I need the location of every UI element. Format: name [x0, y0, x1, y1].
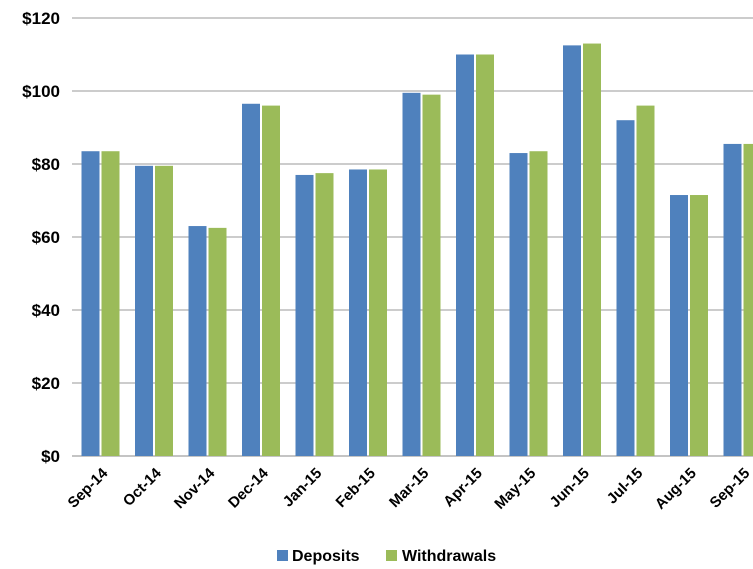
y-tick-label: $40: [32, 301, 60, 320]
x-axis-ticks: Sep-14 Oct-14 Nov-14 Dec-14 Jan-15 Feb-15 Mar-…: [65, 464, 753, 512]
y-tick-label: $80: [32, 155, 60, 174]
bar-withdrawals-oct-14: [155, 165, 173, 456]
bar-withdrawals-aug-15: [690, 195, 708, 456]
legend-label-withdrawals: Withdrawals: [402, 548, 496, 565]
bar-deposits-aug-15: [670, 195, 688, 456]
bar-withdrawals-jun-15: [583, 43, 601, 457]
x-tick-label: Nov-14: [171, 464, 219, 512]
x-tick-label: Jan-15: [280, 465, 326, 511]
bar-deposits-may-15: [509, 153, 528, 457]
x-tick-label: Mar-15: [386, 465, 432, 511]
x-tick-label: Aug-15: [652, 465, 700, 513]
bar-withdrawals-may-15: [529, 151, 548, 456]
y-tick-label: $20: [32, 374, 60, 393]
bar-deposits-mar-15: [402, 92, 421, 456]
bar-withdrawals-sep-14: [101, 151, 120, 456]
x-tick-label: Sep-15: [707, 465, 753, 512]
x-tick-label: Jul-15: [604, 465, 647, 508]
y-tick-label: $0: [41, 447, 60, 466]
legend-swatch-deposits: [277, 550, 288, 561]
bar-withdrawals-jul-15: [636, 105, 655, 456]
x-tick-label: Dec-14: [225, 464, 272, 511]
x-tick-label: Feb-15: [333, 465, 379, 511]
y-tick-label: $60: [32, 228, 60, 247]
x-tick-label: Oct-14: [120, 464, 165, 509]
x-tick-label: Jun-15: [547, 465, 593, 511]
bar-deposits-sep-14: [81, 151, 100, 456]
bar-withdrawals-mar-15: [422, 94, 441, 457]
legend-swatch-withdrawals: [386, 550, 397, 561]
x-tick-label: Apr-15: [440, 465, 486, 511]
bar-deposits-oct-14: [135, 165, 153, 456]
bar-withdrawals-nov-14: [208, 227, 227, 456]
x-tick-label: Sep-14: [65, 464, 112, 511]
bar-withdrawals-jan-15: [315, 173, 334, 456]
y-axis-ticks: $0 $20 $40 $60 $80 $100 $120: [22, 9, 60, 466]
legend: Deposits Withdrawals: [277, 548, 496, 565]
bar-withdrawals-sep-15: [743, 143, 753, 457]
bar-deposits-apr-15: [456, 54, 474, 456]
x-tick-label: May-15: [491, 465, 539, 513]
y-tick-label: $120: [22, 9, 60, 28]
bar-deposits-nov-14: [188, 226, 207, 456]
bar-deposits-jan-15: [295, 174, 314, 456]
bar-deposits-feb-15: [349, 169, 367, 456]
bar-withdrawals-apr-15: [476, 54, 494, 456]
y-tick-label: $100: [22, 82, 60, 101]
bar-withdrawals-dec-14: [262, 105, 280, 456]
legend-label-deposits: Deposits: [292, 548, 360, 565]
bar-deposits-jun-15: [563, 45, 581, 456]
bar-withdrawals-feb-15: [369, 169, 387, 456]
bar-deposits-jul-15: [616, 120, 635, 456]
bars: [81, 43, 753, 457]
bar-deposits-dec-14: [242, 103, 260, 457]
bar-deposits-sep-15: [723, 143, 742, 457]
